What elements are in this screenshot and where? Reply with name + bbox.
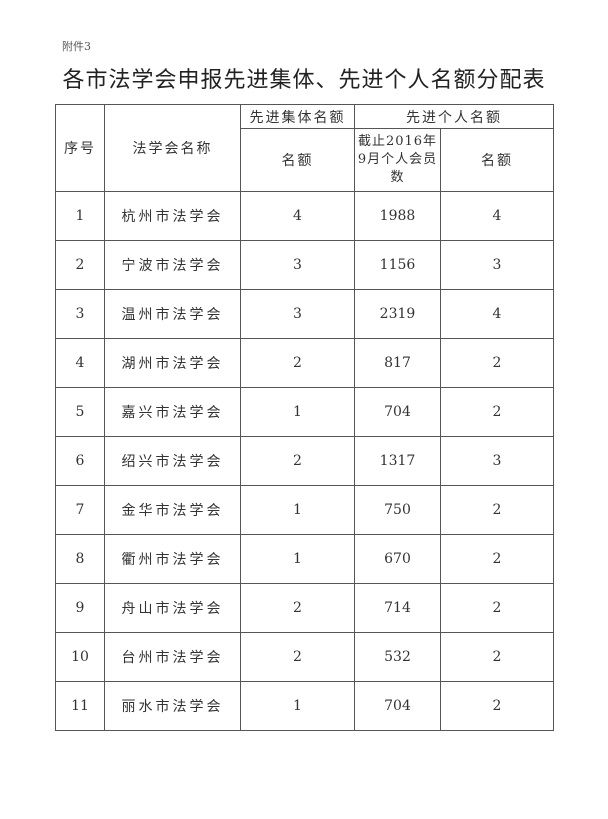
cell-name: 温州市法学会	[104, 289, 241, 339]
cell-seq: 11	[55, 681, 105, 731]
cell-name: 台州市法学会	[104, 632, 241, 682]
table-row: 6 绍兴市法学会 2 1317 3	[55, 436, 554, 486]
cell-collective-quota: 2	[240, 436, 355, 486]
table-row: 7 金华市法学会 1 750 2	[55, 485, 554, 535]
header-collective-group: 先进集体名额	[240, 104, 355, 129]
table-row: 3 温州市法学会 3 2319 4	[55, 289, 554, 339]
cell-individual-quota: 3	[440, 436, 554, 486]
cell-members: 670	[354, 534, 441, 584]
cell-name: 宁波市法学会	[104, 240, 241, 290]
cell-seq: 7	[55, 485, 105, 535]
cell-individual-quota: 2	[440, 485, 554, 535]
table-row: 2 宁波市法学会 3 1156 3	[55, 240, 554, 290]
cell-individual-quota: 2	[440, 681, 554, 731]
cell-seq: 2	[55, 240, 105, 290]
header-seq: 序号	[55, 104, 105, 192]
cell-name: 丽水市法学会	[104, 681, 241, 731]
cell-individual-quota: 2	[440, 387, 554, 437]
cell-name: 杭州市法学会	[104, 191, 241, 241]
cell-name: 舟山市法学会	[104, 583, 241, 633]
cell-seq: 5	[55, 387, 105, 437]
cell-collective-quota: 2	[240, 632, 355, 682]
cell-members: 750	[354, 485, 441, 535]
table-row: 10 台州市法学会 2 532 2	[55, 632, 554, 682]
cell-name: 嘉兴市法学会	[104, 387, 241, 437]
cell-seq: 8	[55, 534, 105, 584]
cell-members: 1156	[354, 240, 441, 290]
cell-name: 湖州市法学会	[104, 338, 241, 388]
cell-seq: 6	[55, 436, 105, 486]
cell-collective-quota: 1	[240, 387, 355, 437]
cell-individual-quota: 2	[440, 534, 554, 584]
cell-collective-quota: 3	[240, 289, 355, 339]
cell-collective-quota: 2	[240, 338, 355, 388]
table-row: 1 杭州市法学会 4 1988 4	[55, 191, 554, 241]
cell-members: 704	[354, 681, 441, 731]
table-row: 11 丽水市法学会 1 704 2	[55, 681, 554, 731]
cell-seq: 10	[55, 632, 105, 682]
quota-table: 序号 法学会名称 先进集体名额 先进个人名额 名额 截止2016年9月个人会员数…	[55, 104, 554, 731]
cell-collective-quota: 1	[240, 681, 355, 731]
header-individual-quota: 名额	[440, 128, 554, 192]
cell-members: 1317	[354, 436, 441, 486]
cell-members: 532	[354, 632, 441, 682]
cell-members: 714	[354, 583, 441, 633]
cell-members: 1988	[354, 191, 441, 241]
cell-name: 绍兴市法学会	[104, 436, 241, 486]
attachment-label: 附件3	[62, 40, 91, 53]
header-name: 法学会名称	[104, 104, 241, 192]
cell-individual-quota: 2	[440, 338, 554, 388]
page-title: 各市法学会申报先进集体、先进个人名额分配表	[62, 68, 546, 93]
header-members: 截止2016年9月个人会员数	[354, 128, 441, 192]
cell-individual-quota: 4	[440, 191, 554, 241]
cell-seq: 3	[55, 289, 105, 339]
cell-members: 817	[354, 338, 441, 388]
table-row: 8 衢州市法学会 1 670 2	[55, 534, 554, 584]
header-individual-group: 先进个人名额	[354, 104, 554, 129]
cell-name: 衢州市法学会	[104, 534, 241, 584]
cell-seq: 1	[55, 191, 105, 241]
cell-collective-quota: 1	[240, 534, 355, 584]
cell-collective-quota: 3	[240, 240, 355, 290]
cell-name: 金华市法学会	[104, 485, 241, 535]
header-collective-quota: 名额	[240, 128, 355, 192]
cell-seq: 9	[55, 583, 105, 633]
cell-individual-quota: 2	[440, 632, 554, 682]
cell-collective-quota: 2	[240, 583, 355, 633]
cell-members: 2319	[354, 289, 441, 339]
cell-individual-quota: 2	[440, 583, 554, 633]
table-row: 5 嘉兴市法学会 1 704 2	[55, 387, 554, 437]
table-row: 4 湖州市法学会 2 817 2	[55, 338, 554, 388]
cell-seq: 4	[55, 338, 105, 388]
table-row: 9 舟山市法学会 2 714 2	[55, 583, 554, 633]
cell-individual-quota: 4	[440, 289, 554, 339]
cell-collective-quota: 1	[240, 485, 355, 535]
cell-collective-quota: 4	[240, 191, 355, 241]
cell-members: 704	[354, 387, 441, 437]
cell-individual-quota: 3	[440, 240, 554, 290]
